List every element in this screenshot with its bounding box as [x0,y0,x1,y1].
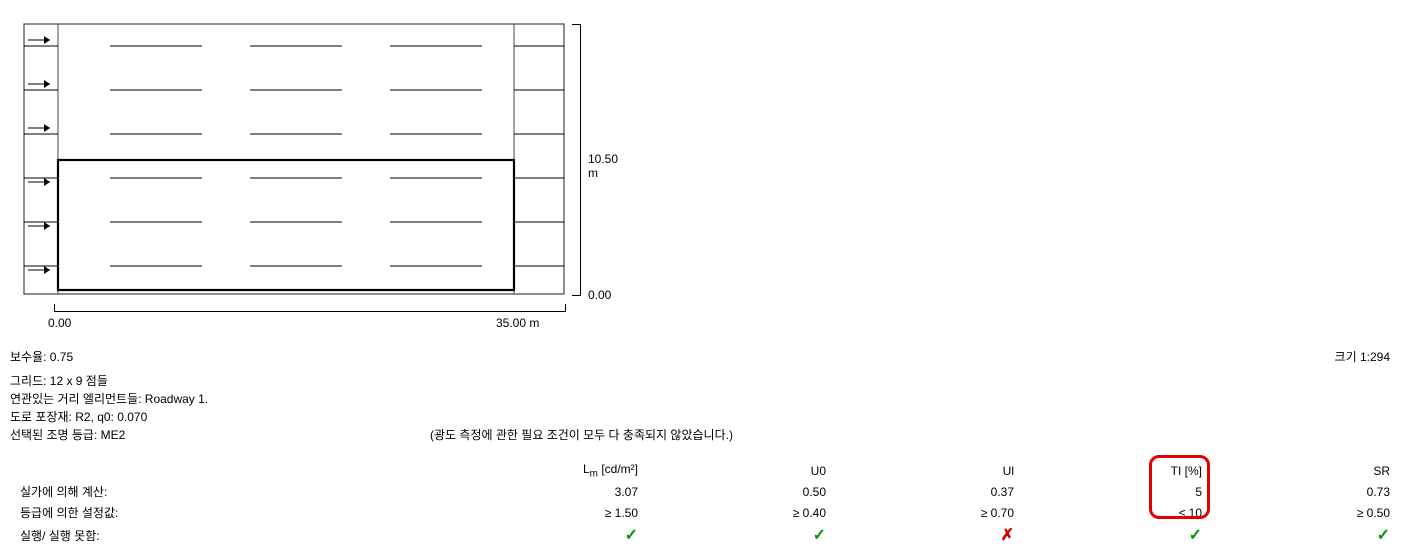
road-diagram: 10.50 m 0.00 0.00 35.00 m [10,10,610,340]
row-set-label: 등급에 의한 설정값: [12,503,458,522]
x-label-right: 35.00 m [496,316,539,330]
set-value: ≥ 0.40 [648,503,834,522]
set-value: ≥ 1.50 [460,503,646,522]
set-value: ≤ 10 [1024,503,1210,522]
maintenance-factor: 보수율: 0.75 [10,348,1400,366]
grid-info: 그리드: 12 x 9 점들 [10,372,1400,390]
col-header: Ul [836,461,1022,480]
col-header: SR [1212,461,1398,480]
col-header: U0 [648,461,834,480]
calc-value: 5 [1024,482,1210,501]
results-table: Lm [cd/m²]U0UlTI [%]SR 실가에 의해 계산:3.070.50… [10,459,1400,548]
info-block: 보수율: 0.75 그리드: 12 x 9 점들 연관있는 거리 엘리먼트들: … [10,348,1400,444]
note-info: (광도 측정에 관한 필요 조건이 모두 다 충족되지 않았습니다.) [430,426,733,444]
col-header: TI [%] [1024,461,1210,480]
x-dimension-bracket [54,304,566,312]
set-value: ≥ 0.50 [1212,503,1398,522]
calc-value: 0.50 [648,482,834,501]
set-value: ≥ 0.70 [836,503,1022,522]
y-dimension-bracket [572,24,581,296]
calc-value: 3.07 [460,482,646,501]
y-label-bottom: 0.00 [588,288,611,302]
size-label: 크기 1:294 [1335,348,1390,365]
y-label-top: 10.50 m [588,152,618,180]
elements-info: 연관있는 거리 엘리먼트들: Roadway 1. [10,390,1400,408]
row-calc-label: 실가에 의해 계산: [12,482,458,501]
col-header: Lm [cd/m²] [460,461,646,480]
calc-value: 0.73 [1212,482,1398,501]
surface-info: 도로 포장재: R2, q0: 0.070 [10,408,1400,426]
calc-value: 0.37 [836,482,1022,501]
x-label-left: 0.00 [48,316,71,330]
top-row: 10.50 m 0.00 0.00 35.00 m [10,10,1400,340]
diagram-svg [10,10,610,340]
class-info: 선택된 조명 등급: ME2 [10,426,430,444]
